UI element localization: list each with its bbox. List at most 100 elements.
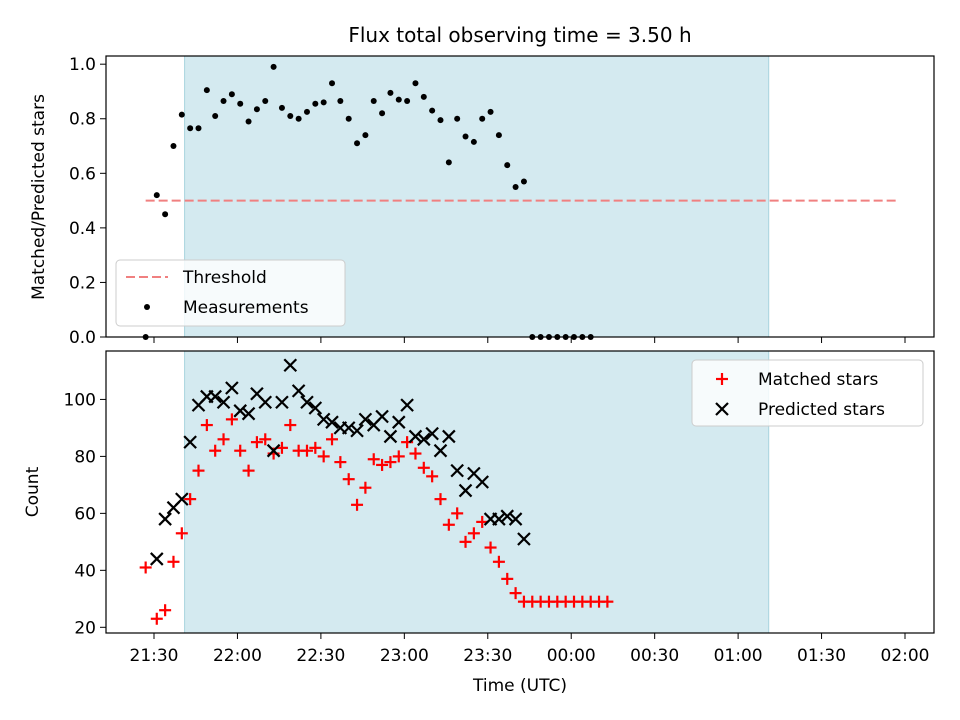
top-y-tick-label: 0.4 <box>69 219 96 239</box>
matched-star-point <box>459 535 472 548</box>
measurement-point <box>278 104 285 111</box>
measurement-point <box>437 117 444 124</box>
predicted-star-point <box>442 429 456 444</box>
predicted-star-point <box>391 415 406 429</box>
x-tick-label: 01:00 <box>714 646 763 666</box>
top-y-tick-label: 0.8 <box>69 110 96 130</box>
legend-box <box>691 359 924 427</box>
predicted-star-point <box>266 443 281 458</box>
predicted-star-point <box>175 492 189 506</box>
measurement-point <box>170 143 177 150</box>
matched-star-point <box>150 612 163 625</box>
matched-star-point <box>484 541 497 554</box>
matched-star-point <box>175 527 188 540</box>
legend-measurement-label: Measurements <box>183 298 309 318</box>
top-legend: Threshold Measurements <box>115 259 346 327</box>
measurement-point <box>479 115 486 122</box>
matched-star-point <box>601 595 614 608</box>
chart-title: Flux total observing time = 3.50 h <box>348 23 691 47</box>
matched-star-point <box>284 419 297 432</box>
predicted-star-point <box>233 404 248 418</box>
x-axis-label: Time (UTC) <box>472 676 567 696</box>
measurement-point <box>287 113 294 120</box>
matched-star-point <box>300 444 313 457</box>
matched-star-point <box>384 456 397 469</box>
bottom-y-tick-label: 80 <box>74 447 96 467</box>
matched-star-point <box>359 481 372 494</box>
predicted-star-point <box>433 443 448 458</box>
legend-predicted-label: Predicted stars <box>758 400 885 420</box>
matched-star-point <box>334 456 347 469</box>
predicted-star-point <box>375 409 389 424</box>
x-tick-label: 02:00 <box>881 646 930 666</box>
matched-star-point <box>139 561 152 574</box>
matched-star-point <box>351 498 364 511</box>
measurement-point <box>387 89 394 96</box>
matched-star-point <box>317 450 330 463</box>
bottom-y-tick-label: 20 <box>74 618 96 638</box>
x-tick-label: 22:30 <box>296 646 345 666</box>
predicted-star-point <box>492 512 506 526</box>
matched-star-point <box>209 444 222 457</box>
measurement-point <box>337 98 344 105</box>
predicted-star-point <box>383 429 398 444</box>
measurement-point <box>303 108 310 115</box>
predicted-star-point <box>291 384 306 398</box>
measurement-point <box>379 110 386 117</box>
measurement-point <box>295 115 302 122</box>
bottom-panel: 20 40 60 80 100 21:30 22:00 22:30 23:00 23:30 00:0… <box>64 350 935 666</box>
predicted-star-point <box>150 552 164 566</box>
predicted-star-point <box>325 415 339 429</box>
matched-star-point <box>467 527 480 540</box>
matched-star-point <box>509 587 522 600</box>
x-tick-label: 01:30 <box>797 646 846 666</box>
measurement-point <box>220 98 227 105</box>
top-y-tick-label: 0.0 <box>69 328 96 348</box>
measurement-point <box>195 125 202 132</box>
matched-star-point <box>242 464 255 477</box>
matched-star-point <box>234 444 247 457</box>
predicted-star-point <box>358 412 373 427</box>
measurement-point <box>262 98 269 105</box>
matched-star-point <box>417 461 430 474</box>
predicted-star-point <box>158 512 172 526</box>
matched-star-point <box>159 604 172 617</box>
bottom-y-tick-label: 100 <box>64 390 96 410</box>
predicted-star-point <box>458 483 473 498</box>
x-tick-label: 23:00 <box>380 646 429 666</box>
measurement-point <box>270 63 277 70</box>
matched-star-point <box>367 453 380 466</box>
matched-star-point <box>184 493 197 506</box>
matched-star-point <box>259 433 272 446</box>
matched-star-point <box>326 433 339 446</box>
predicted-star-point <box>241 406 256 421</box>
measurement-point <box>395 96 402 103</box>
legend-predicted-swatch <box>715 402 729 416</box>
measurement-point <box>370 98 377 105</box>
bottom-legend: Matched stars Predicted stars <box>691 359 924 427</box>
measurement-point <box>470 138 477 145</box>
predicted-star-point <box>408 429 423 444</box>
predicted-star-point <box>517 532 531 546</box>
matched-star-point <box>250 436 263 449</box>
measurement-point <box>345 115 352 122</box>
matched-star-point <box>442 518 455 531</box>
measurement-point <box>178 111 185 118</box>
top-y-axis-label: Matched/Predicted stars <box>29 94 49 300</box>
measurement-point <box>420 93 427 100</box>
matched-star-point <box>492 555 505 568</box>
predicted-star-point <box>508 512 523 526</box>
matched-star-point <box>501 572 514 585</box>
predicted-star-point <box>308 401 323 415</box>
predicted-star-point <box>350 423 364 438</box>
predicted-star-point <box>475 475 489 489</box>
legend-measurement-swatch <box>144 304 150 310</box>
measurement-point <box>445 159 452 166</box>
legend-matched-label: Matched stars <box>758 370 878 390</box>
measurement-point <box>245 118 252 125</box>
top-axes-frame <box>105 55 935 338</box>
measurement-point <box>412 80 419 87</box>
measurement-point <box>487 108 494 115</box>
top-y-tick-label: 1.0 <box>69 55 96 75</box>
